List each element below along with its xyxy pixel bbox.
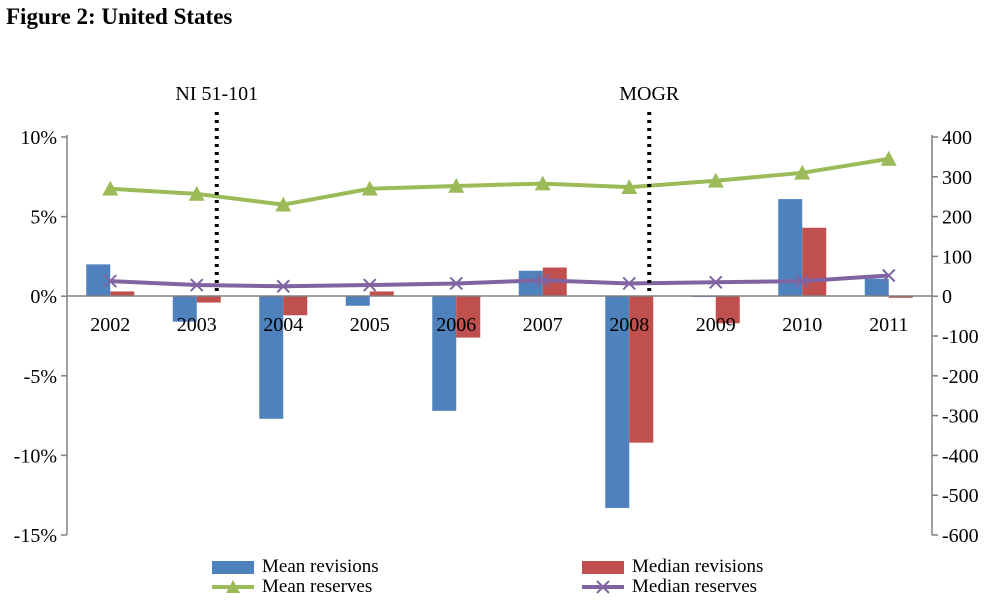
- point-mean-reserves-2006: [448, 177, 465, 193]
- x-tick-label-2008: 2008: [609, 314, 649, 336]
- x-tick-label-2003: 2003: [177, 314, 217, 336]
- point-median-reserves-2004: [276, 279, 290, 293]
- point-mean-reserves-2002: [102, 180, 119, 196]
- point-mean-reserves-2011: [880, 150, 897, 166]
- point-median-reserves-2003: [190, 278, 204, 292]
- bar-mean-revisions-2002: [86, 264, 111, 297]
- point-mean-reserves-2008: [621, 179, 638, 194]
- right-tick-label: 0: [942, 286, 952, 308]
- point-median-reserves-2010: [795, 274, 809, 288]
- x-tick-label-2006: 2006: [436, 314, 476, 336]
- line-median-reserves: [110, 273, 889, 289]
- bar-mean-revisions-2008: [605, 296, 630, 508]
- right-tick-label: -200: [942, 366, 979, 388]
- bar-median-revisions-2011: [888, 296, 913, 298]
- bar-median-revisions-2008: [629, 296, 654, 443]
- bar-median-revisions-2002: [110, 291, 135, 297]
- right-tick-label: -600: [942, 525, 979, 547]
- annotation-label-ni-51-101: NI 51-101: [175, 83, 258, 105]
- bar-mean-revisions-2011: [864, 278, 889, 297]
- annotations-layer: NI 51-101 MOGR: [175, 83, 680, 296]
- left-tick-label: -5%: [24, 366, 57, 388]
- bar-median-revisions-2004: [283, 296, 308, 316]
- line-mean-reserves: [110, 156, 890, 207]
- point-mean-reserves-2003: [188, 185, 205, 201]
- point-mean-reserves-2005: [361, 180, 378, 196]
- bar-median-revisions-2003: [196, 296, 221, 303]
- point-median-reserves-2005: [363, 278, 377, 292]
- right-tick-label: -100: [942, 326, 979, 348]
- annotation-label-mogr: MOGR: [619, 83, 680, 105]
- bar-median-revisions-2009: [715, 296, 740, 324]
- right-tick-label: 200: [942, 207, 972, 229]
- point-median-reserves-2011: [882, 268, 896, 283]
- point-median-reserves-2008: [622, 276, 636, 291]
- point-median-reserves-2007: [536, 273, 550, 287]
- x-tick-label-2004: 2004: [263, 314, 303, 336]
- point-mean-reserves-2010: [794, 164, 811, 180]
- left-tick-label: -10%: [14, 445, 57, 467]
- left-tick-label: 5%: [30, 207, 57, 229]
- x-tick-label-2009: 2009: [696, 314, 736, 336]
- right-tick-label: -500: [942, 485, 979, 507]
- figure-title: Figure 2: United States: [6, 4, 233, 29]
- x-tick-label-2005: 2005: [350, 314, 390, 336]
- point-mean-reserves-2009: [707, 172, 724, 188]
- right-tick-label: 400: [942, 127, 972, 149]
- bar-mean-revisions-2006: [432, 296, 457, 411]
- point-median-reserves-2002: [103, 274, 117, 288]
- point-mean-reserves-2004: [275, 196, 292, 212]
- x-tick-label-2007: 2007: [523, 314, 563, 336]
- point-mean-reserves-2007: [534, 175, 551, 191]
- right-tick-label: -400: [942, 445, 979, 467]
- x-tick-label-2011: 2011: [869, 314, 908, 336]
- bars-layer: [86, 199, 913, 508]
- right-tick-label: -300: [942, 406, 979, 428]
- right-tick-label: 100: [942, 246, 972, 268]
- x-tick-label-2002: 2002: [90, 314, 130, 336]
- bar-median-revisions-2005: [369, 291, 394, 297]
- x-tick-label-2010: 2010: [782, 314, 822, 336]
- bar-mean-revisions-2004: [259, 296, 284, 419]
- axes-layer: [61, 135, 938, 536]
- bar-mean-revisions-2005: [345, 296, 370, 306]
- lines-layer: [102, 150, 897, 293]
- left-tick-label: 0%: [30, 286, 57, 308]
- left-tick-label: 10%: [20, 127, 57, 149]
- right-tick-label: 300: [942, 167, 972, 189]
- left-tick-label: -15%: [14, 525, 57, 547]
- point-median-reserves-2006: [449, 276, 463, 291]
- point-median-reserves-2009: [709, 275, 723, 289]
- bar-mean-revisions-2003: [172, 296, 197, 322]
- bar-median-revisions-2006: [456, 296, 481, 338]
- labels-layer: 10% 5% 0% -5% -10% -15% 400 300 200 100 0 -100 -200 -…: [14, 127, 979, 547]
